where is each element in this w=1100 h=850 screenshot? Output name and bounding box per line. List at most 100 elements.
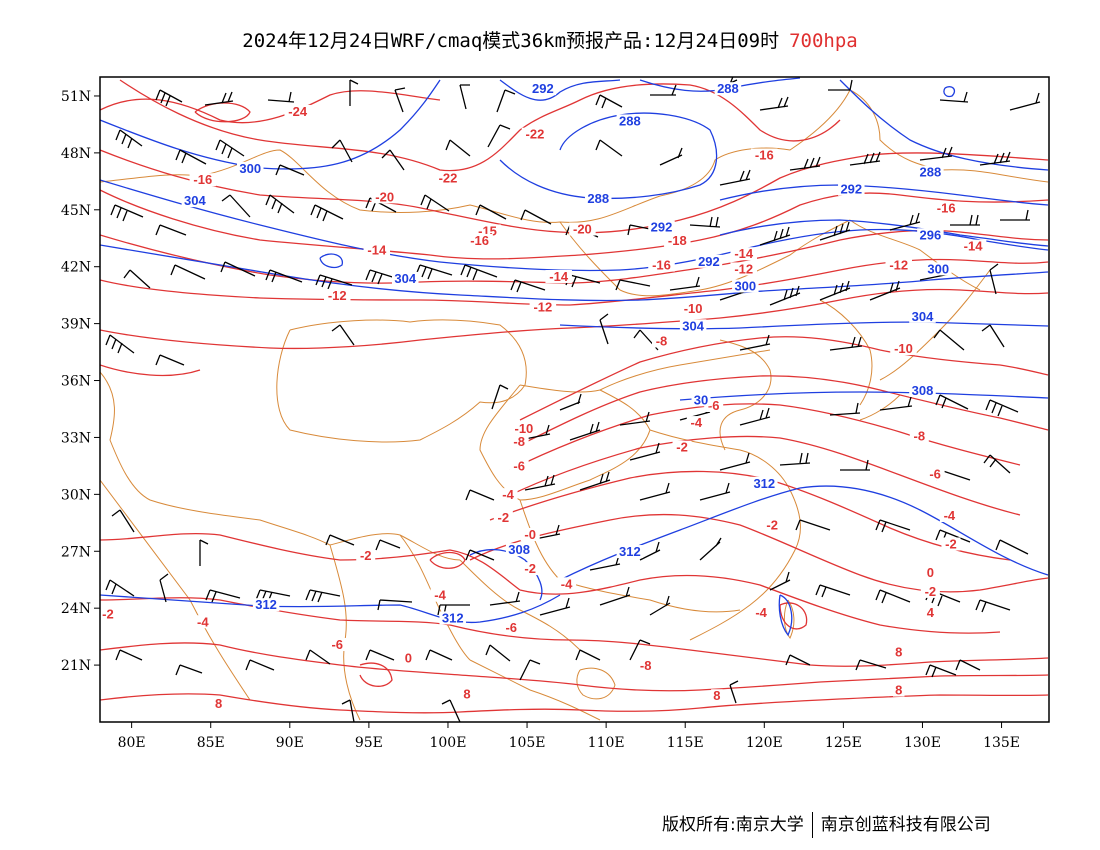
temperature-label-bg <box>284 104 311 118</box>
height-label-bg <box>925 262 952 276</box>
height-label-bg <box>529 82 557 96</box>
temperature-label-bg <box>363 243 391 257</box>
temperature-label: -14 <box>734 246 754 261</box>
temperature-label: -24 <box>288 104 308 119</box>
lat-label: 39N <box>61 317 91 333</box>
temperature-label: -12 <box>533 299 552 314</box>
temperature-label-bg <box>924 565 937 579</box>
wind-barb <box>829 336 863 351</box>
temperature-label: -2 <box>945 536 957 551</box>
wind-barb <box>341 699 355 722</box>
wind-barb <box>377 599 413 611</box>
temperature-label: -16 <box>652 258 671 273</box>
height-label: 304 <box>682 318 704 333</box>
temperature-label-bg <box>679 302 707 316</box>
wind-barb <box>465 549 495 561</box>
wind-barb <box>559 393 582 411</box>
wind-barb <box>759 226 791 246</box>
wind-barb <box>789 156 821 171</box>
wind-barb <box>925 664 957 678</box>
wind-barb <box>935 394 969 410</box>
wind-barb <box>365 269 403 285</box>
wind-barb <box>729 680 739 704</box>
temperature-label: -0 <box>524 527 536 542</box>
gph-small-3 <box>778 594 793 637</box>
wind-barb <box>939 91 969 103</box>
lon-label: 85E <box>197 735 225 751</box>
temperature-label: -22 <box>526 127 545 142</box>
height-label: 292 <box>698 254 720 269</box>
wind-barb <box>599 586 631 606</box>
wind-barb <box>989 263 999 295</box>
wind-barb <box>795 519 831 531</box>
wind-barb <box>519 659 541 681</box>
wind-barb <box>325 534 355 546</box>
temperature-label-bg <box>569 222 596 236</box>
gph-308 <box>679 391 1049 401</box>
temperature-label-bg <box>751 148 778 162</box>
height-label-bg <box>695 254 723 268</box>
wind-barb <box>105 334 135 354</box>
wind-barb <box>599 313 609 345</box>
wind-barb <box>855 659 887 671</box>
temperature-label: -2 <box>102 607 114 622</box>
wind-barb <box>975 599 1011 613</box>
height-label-bg <box>751 476 778 490</box>
temperature-label: 8 <box>215 696 222 711</box>
lon-label: 95E <box>355 735 383 751</box>
temperature-label-bg <box>636 658 656 672</box>
wind-barb <box>199 539 209 566</box>
wind-barb <box>1000 209 1030 221</box>
temperature-label: -2 <box>498 510 510 525</box>
temperature-label: -4 <box>502 487 514 502</box>
temperature-label-bg <box>939 509 959 523</box>
height-label: 288 <box>587 191 609 206</box>
height-label: 312 <box>619 544 641 559</box>
korea <box>819 299 873 406</box>
temperature-label-bg <box>932 201 960 215</box>
temperature-label-bg <box>664 233 691 247</box>
temperature-label: -18 <box>668 233 687 248</box>
plot-frame <box>99 76 1050 723</box>
lat-label: 21N <box>61 658 91 674</box>
china-north-border <box>100 89 1049 223</box>
temperature-label-bg <box>557 577 577 591</box>
temperature-label-bg <box>711 689 723 703</box>
height-label: 296 <box>920 227 942 242</box>
wind-barb <box>365 649 395 661</box>
height-label: 300 <box>927 261 949 276</box>
temperature-label: -6 <box>708 398 720 413</box>
gph-small-2 <box>319 253 343 269</box>
height-label-bg <box>732 279 759 293</box>
temperature-label-bg <box>686 416 706 430</box>
temperature-label: -4 <box>691 415 703 430</box>
isotherm-6 <box>509 403 1021 471</box>
temperature-label-bg <box>466 233 493 247</box>
lat-label: 36N <box>61 374 91 390</box>
temperature-label: -16 <box>937 201 956 216</box>
temperature-labels: -24-22-22-20-16-16-16-15-16-20-18-14 -14-… <box>100 104 987 711</box>
wind-barb <box>255 589 291 603</box>
temperature-label-bg <box>520 562 540 576</box>
gph-308b <box>469 548 543 601</box>
wind-barb <box>829 402 861 416</box>
gph-292c <box>719 184 1049 206</box>
isotherm-10 <box>100 336 1049 421</box>
temperature-label: 8 <box>895 683 902 698</box>
temperature-label: -16 <box>193 172 212 187</box>
isotherm-18 <box>100 189 1049 260</box>
wind-barb <box>1009 92 1041 111</box>
gph-292b <box>839 79 1049 171</box>
wind-barb <box>265 269 303 283</box>
isotherm-20 <box>100 149 1049 234</box>
temperature-label: -12 <box>734 261 753 276</box>
wind-barb <box>115 129 143 149</box>
wind-barb <box>489 591 521 606</box>
wind-barb <box>719 169 751 186</box>
temperature-label-bg <box>890 342 917 356</box>
temperature-label-bg <box>648 258 675 272</box>
temperature-label-bg <box>509 435 529 449</box>
lat-label: 48N <box>61 146 91 162</box>
gph-300 <box>100 79 441 170</box>
wind-barb <box>485 644 511 662</box>
